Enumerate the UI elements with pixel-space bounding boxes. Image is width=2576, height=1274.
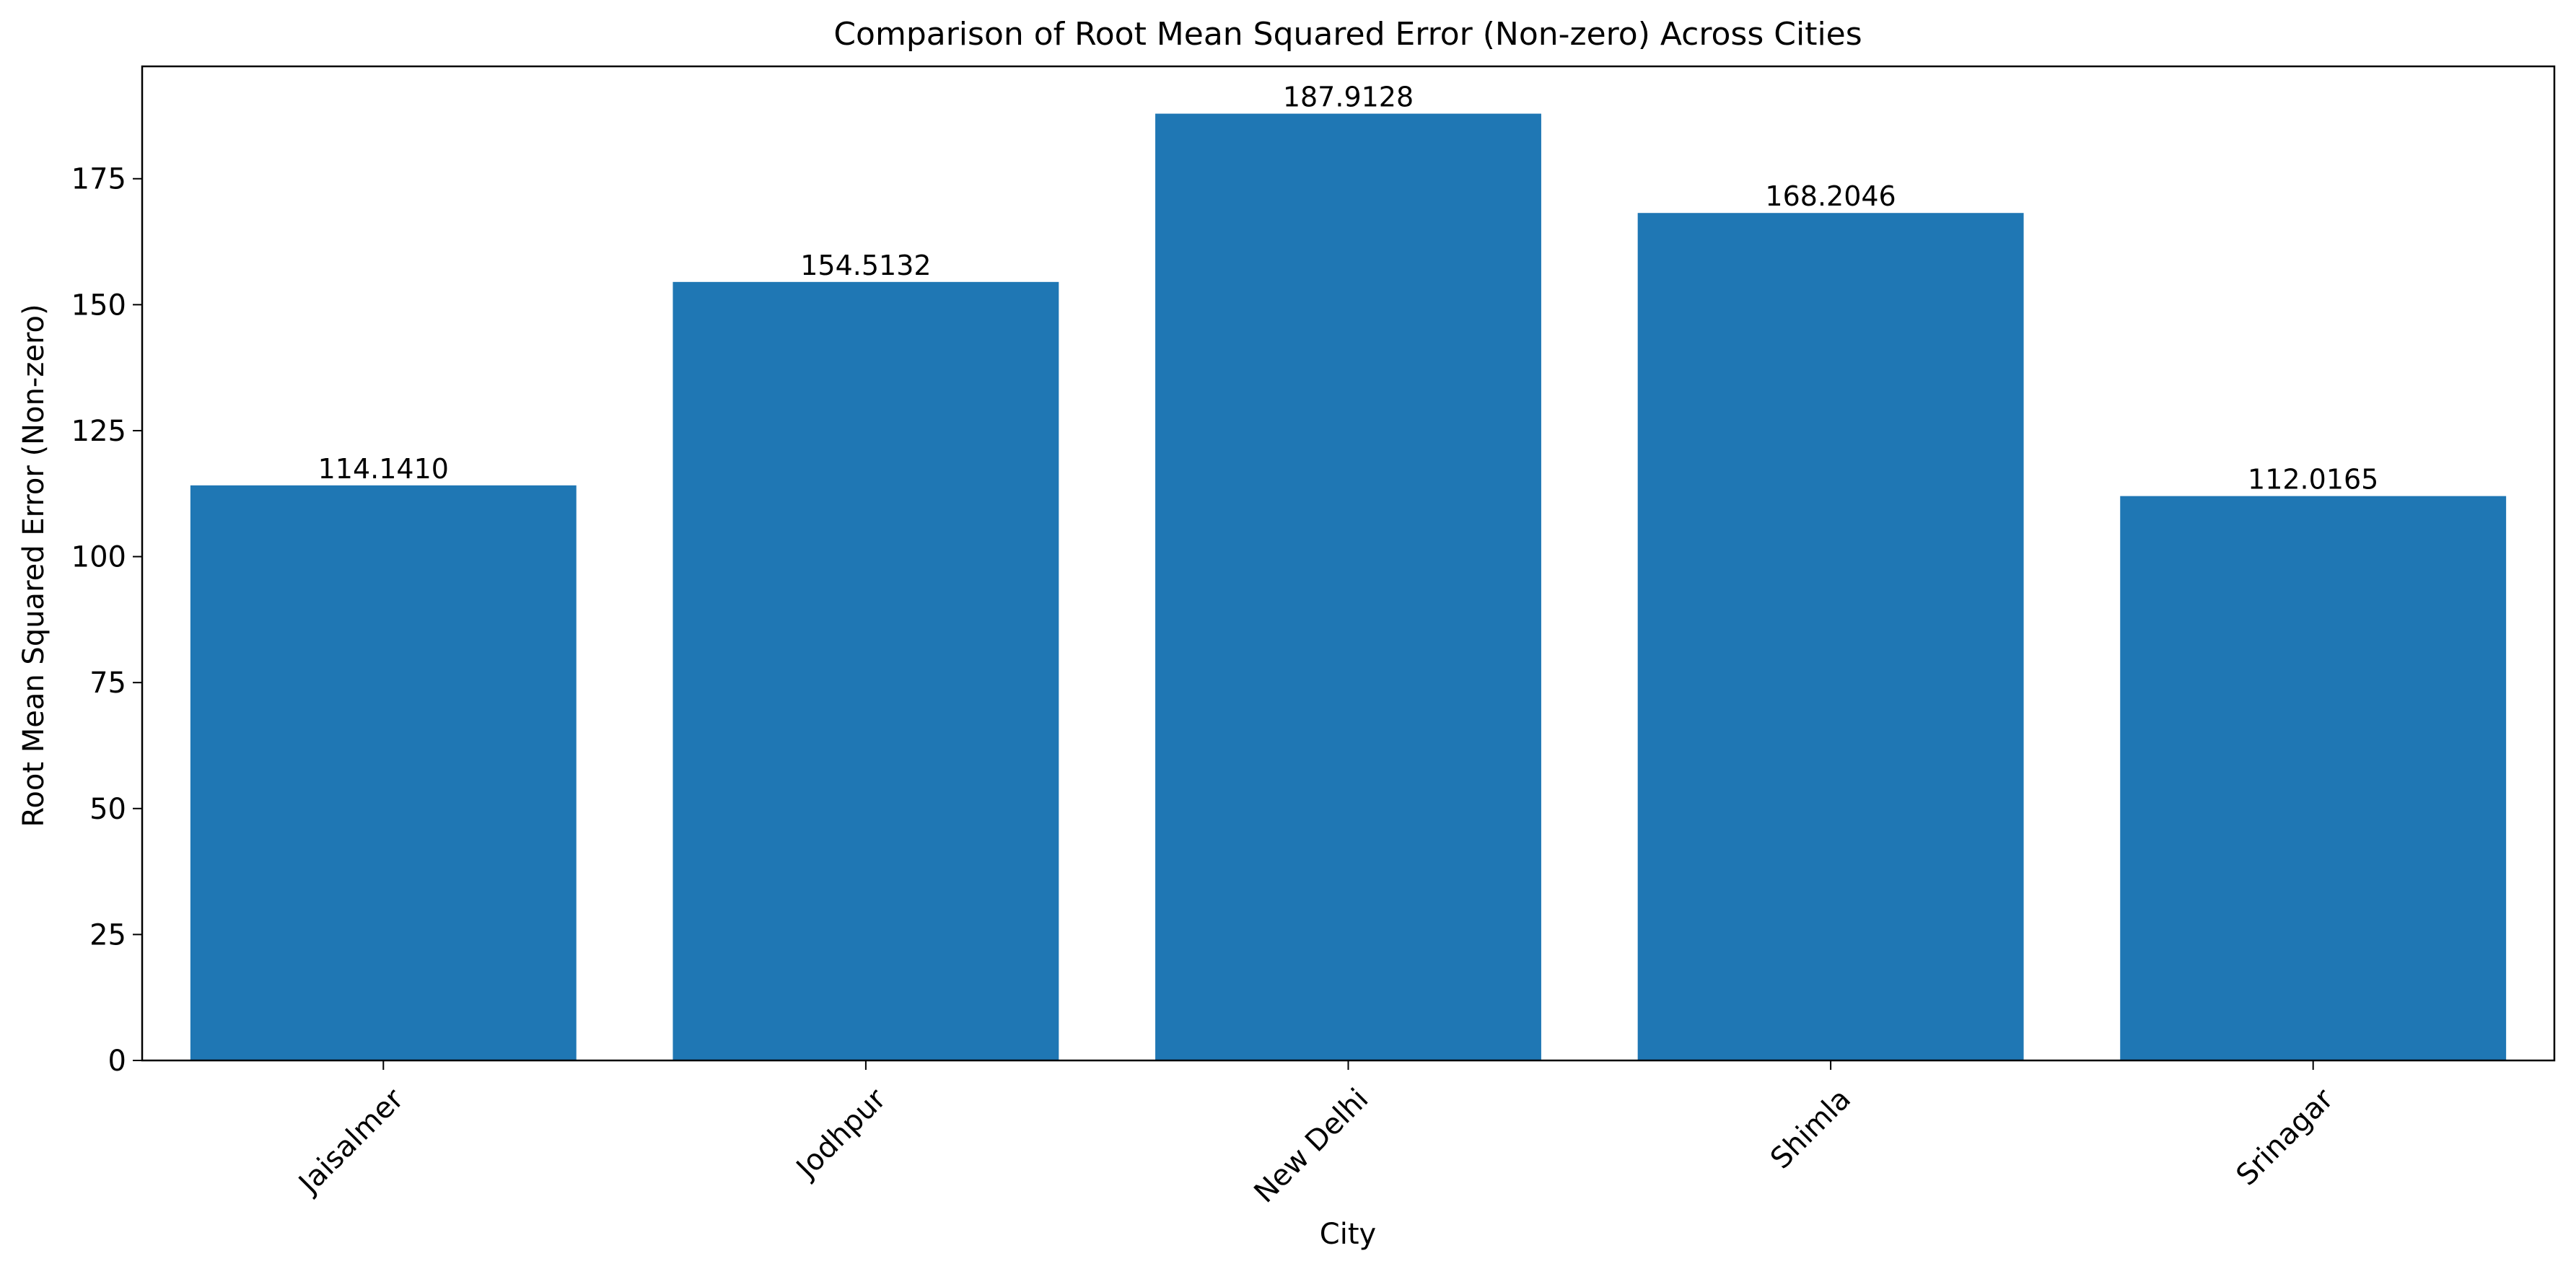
bar-value-label: 114.1410 [318,453,449,485]
y-axis-label: Root Mean Squared Error (Non-zero) [17,304,51,827]
x-tick-label: New Delhi [1248,1082,1375,1209]
y-tick-label: 50 [89,793,126,826]
bar-value-label: 112.0165 [2248,464,2378,496]
plot-area: 114.1410 Jaisalmer 154.5132 Jodhpur 187.9128… [71,65,2556,1209]
y-tick-label: 100 [71,541,126,574]
y-tick-label: 125 [71,415,126,448]
axes-frame [141,65,2556,1062]
x-tick-label: Srinagar [2230,1082,2341,1192]
x-tick-label: Shimla [1764,1082,1857,1175]
x-tick-label: Jodhpur [789,1082,893,1186]
x-tick-label: Jaisalmer [292,1082,411,1201]
bar [673,281,1059,1060]
y-tick-label: 0 [108,1045,126,1078]
chart-title: Comparison of Root Mean Squared Error (N… [833,16,1862,53]
bar-value-label: 187.9128 [1283,82,1414,113]
bar [190,485,577,1060]
x-axis-label: City [1320,1218,1376,1251]
y-tick-label: 75 [89,667,126,700]
y-tick-label: 175 [71,163,126,196]
y-tick-label: 150 [71,289,126,322]
bar-value-label: 154.5132 [800,250,931,281]
y-tick-label: 25 [89,918,126,952]
bar [1637,213,2024,1060]
bar [1155,113,1541,1061]
bar [2120,496,2507,1060]
bar-value-label: 168.2046 [1765,180,1896,212]
